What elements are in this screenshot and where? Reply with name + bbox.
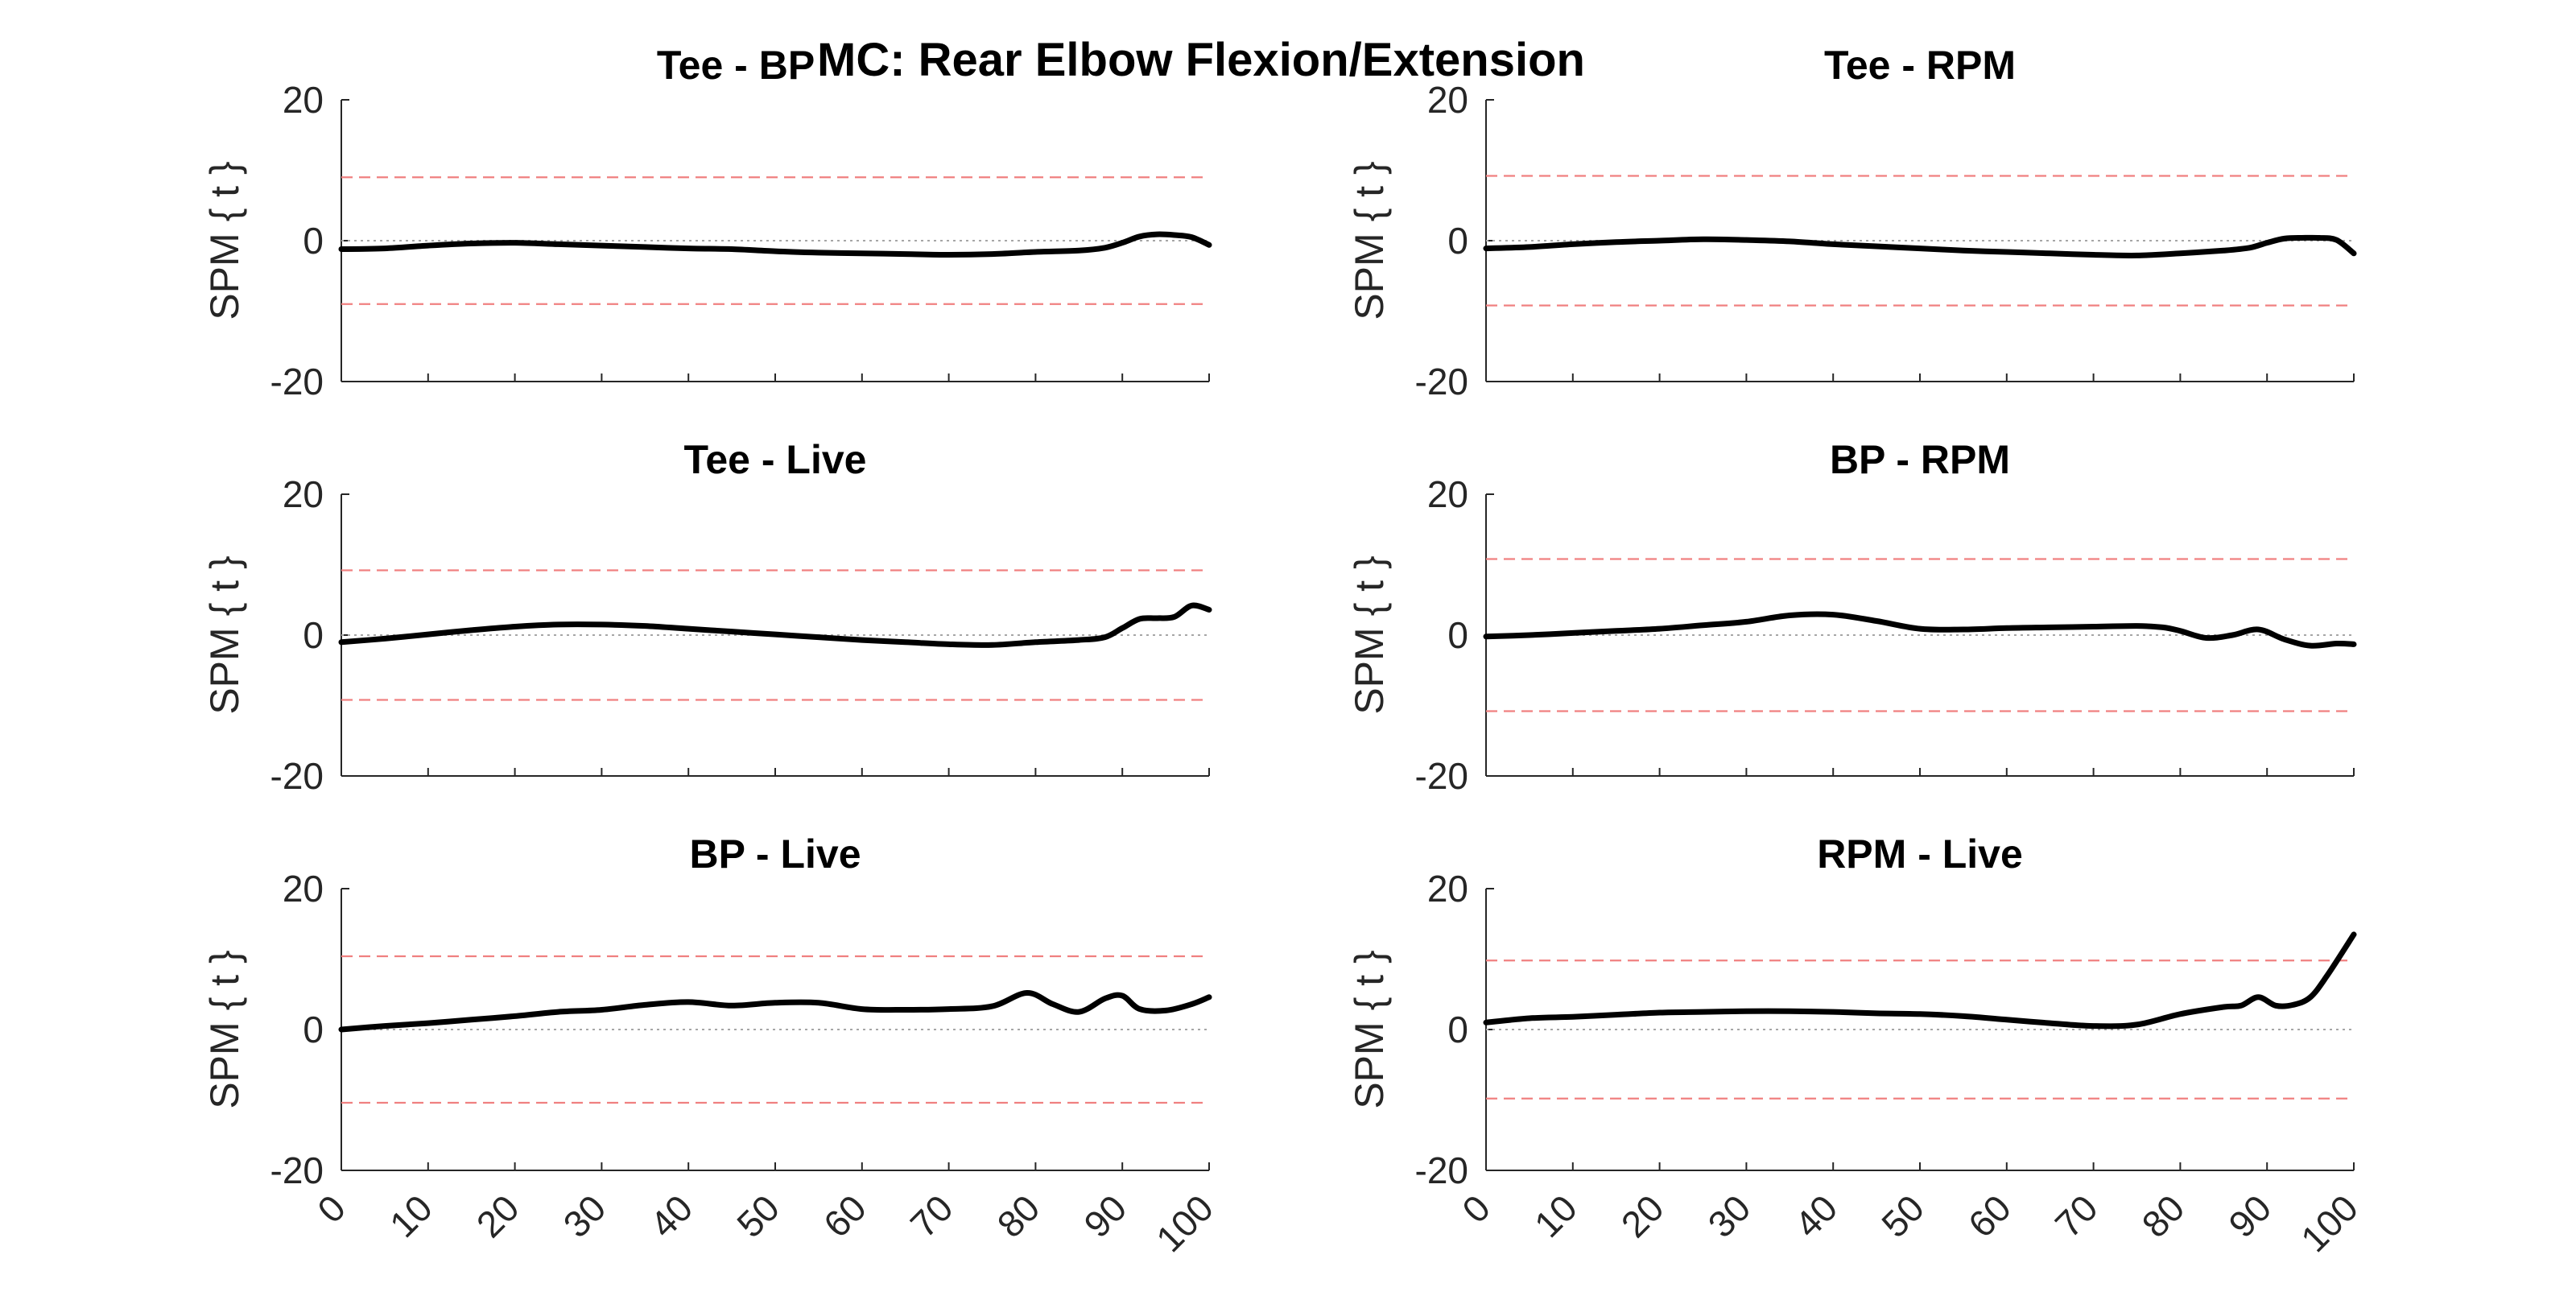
y-tick-label: 20	[283, 868, 324, 910]
subplot-4: -20 0 20 SPM { t } BP - RPM	[1347, 437, 2357, 797]
panel-title: Tee - RPM	[1824, 43, 2016, 88]
y-tick-label: 0	[1447, 1009, 1468, 1050]
y-tick-label: 20	[1427, 868, 1468, 910]
y-tick-label: 20	[283, 473, 324, 515]
y-tick-label: -20	[270, 755, 324, 797]
y-tick-label: 0	[1447, 220, 1468, 262]
spm-t-curve	[338, 602, 1212, 648]
spm-t-curve	[1483, 931, 2357, 1030]
subplot-1: -20 0 20 SPM { t } Tee - BP	[202, 43, 1212, 402]
y-tick-label: 20	[1427, 79, 1468, 121]
spm-t-curve	[1483, 234, 2357, 258]
y-tick-label: 0	[303, 1009, 324, 1050]
y-tick-label: 0	[1447, 614, 1468, 656]
panel-title: BP - Live	[689, 832, 861, 877]
y-tick-label: 0	[303, 220, 324, 262]
y-axis-label: SPM { t }	[1347, 950, 1392, 1108]
subplot-2: -20 0 20 SPM { t } Tee - RPM	[1347, 43, 2357, 402]
figure-suptitle: MC: Rear Elbow Flexion/Extension	[817, 34, 1585, 86]
y-axis-label: SPM { t }	[202, 555, 247, 714]
y-tick-label: 20	[283, 79, 324, 121]
panel-title: RPM - Live	[1817, 832, 2023, 877]
y-tick-label: -20	[1415, 755, 1468, 797]
y-tick-label: 0	[303, 614, 324, 656]
panel-title: Tee - Live	[684, 437, 867, 482]
y-axis-label: SPM { t }	[1347, 555, 1392, 714]
y-tick-label: -20	[270, 361, 324, 402]
y-tick-label: -20	[1415, 361, 1468, 402]
y-axis-label: SPM { t }	[1347, 161, 1392, 320]
panel-title: Tee - BP	[657, 43, 815, 88]
spm-t-curve	[338, 231, 1212, 258]
spm-t-curve	[1483, 611, 2357, 649]
spm-t-curve	[338, 990, 1212, 1033]
y-tick-label: -20	[1415, 1149, 1468, 1191]
y-axis-label: SPM { t }	[202, 950, 247, 1108]
panel-title: BP - RPM	[1830, 437, 2010, 482]
y-axis-label: SPM { t }	[202, 161, 247, 320]
y-tick-label: -20	[270, 1149, 324, 1191]
y-tick-label: 20	[1427, 473, 1468, 515]
subplot-3: -20 0 20 SPM { t } Tee - Live	[202, 437, 1212, 797]
